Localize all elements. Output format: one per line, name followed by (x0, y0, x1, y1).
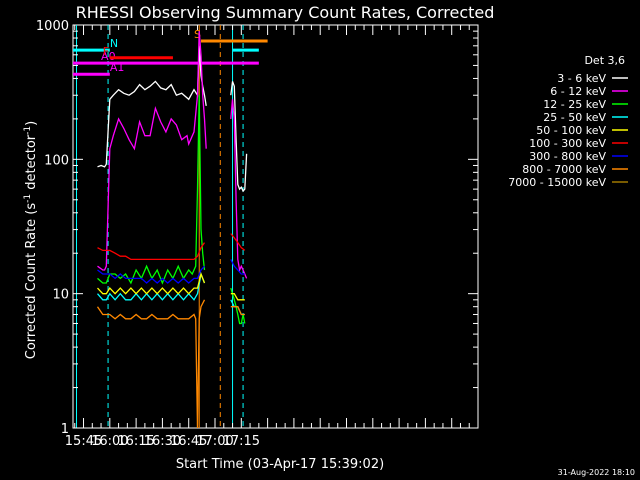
legend-label: 3 - 6 keV (557, 72, 606, 85)
y-tick-label: 100 (44, 153, 69, 168)
legend-label: 50 - 100 keV (536, 124, 606, 137)
chart-title: RHESSI Observing Summary Count Rates, Co… (76, 3, 495, 22)
legend-label: 800 - 7000 keV (522, 163, 606, 176)
state-label-S: S (194, 28, 201, 41)
series-line-2-0 (97, 95, 206, 285)
legend-label: 7000 - 15000 keV (508, 176, 606, 189)
y-axis-label: Corrected Count Rate (s-1 detector-1) (23, 121, 39, 359)
footer-date: 31-Aug-2022 18:10 (558, 468, 635, 477)
legend-label: 100 - 300 keV (529, 137, 606, 150)
series-line-5-1 (230, 233, 246, 251)
series-line-7-0 (96, 299, 206, 428)
x-axis-label: Start Time (03-Apr-17 15:39:02) (176, 457, 384, 472)
series-line-6-1 (230, 259, 245, 275)
x-tick-label: 15:45 (65, 434, 102, 449)
series-line-6-0 (97, 265, 205, 284)
y-axis-label-sup-1: -1 (23, 194, 33, 203)
legend-title: Det 3,6 (584, 54, 625, 67)
y-axis-label-end: ) (24, 121, 39, 126)
legend-label: 6 - 12 keV (550, 85, 606, 98)
state-label-N: N (110, 37, 118, 50)
state-label-A0: A0 (101, 50, 116, 63)
series-line-7-1 (230, 306, 245, 316)
series-line-5-0 (97, 242, 206, 261)
series-line-4-1 (230, 293, 245, 301)
y-tick-label: 1000 (36, 19, 69, 34)
x-tick-label: 16:30 (144, 434, 181, 449)
y-tick-label: 1 (61, 422, 69, 437)
series-line-3-0 (97, 271, 206, 301)
series-line-1-0 (97, 31, 207, 271)
legend-label: 25 - 50 keV (543, 111, 606, 124)
state-label-F: F (103, 45, 109, 58)
x-tick-label: 16:00 (91, 434, 128, 449)
x-tick-label: 16:45 (170, 434, 207, 449)
legend-label: 12 - 25 keV (543, 98, 606, 111)
series-line-2-1 (230, 287, 246, 325)
series-line-0-1 (230, 81, 248, 193)
x-tick-label: 17:15 (223, 434, 260, 449)
series-line-1-1 (230, 99, 248, 279)
y-tick-label: 10 (52, 288, 69, 303)
x-tick-label: 17:00 (196, 434, 233, 449)
series-line-4-0 (97, 271, 206, 295)
y-axis-label-main: Corrected Count Rate (s (24, 203, 39, 360)
x-tick-label: 16:15 (117, 434, 154, 449)
y-axis-label-sup-2: -1 (23, 126, 33, 135)
series-group (96, 31, 248, 428)
state-label-A1: A1 (110, 61, 125, 74)
legend-label: 300 - 800 keV (529, 150, 606, 163)
y-axis-label-mid: detector (24, 134, 39, 194)
plot-frame (72, 24, 479, 429)
